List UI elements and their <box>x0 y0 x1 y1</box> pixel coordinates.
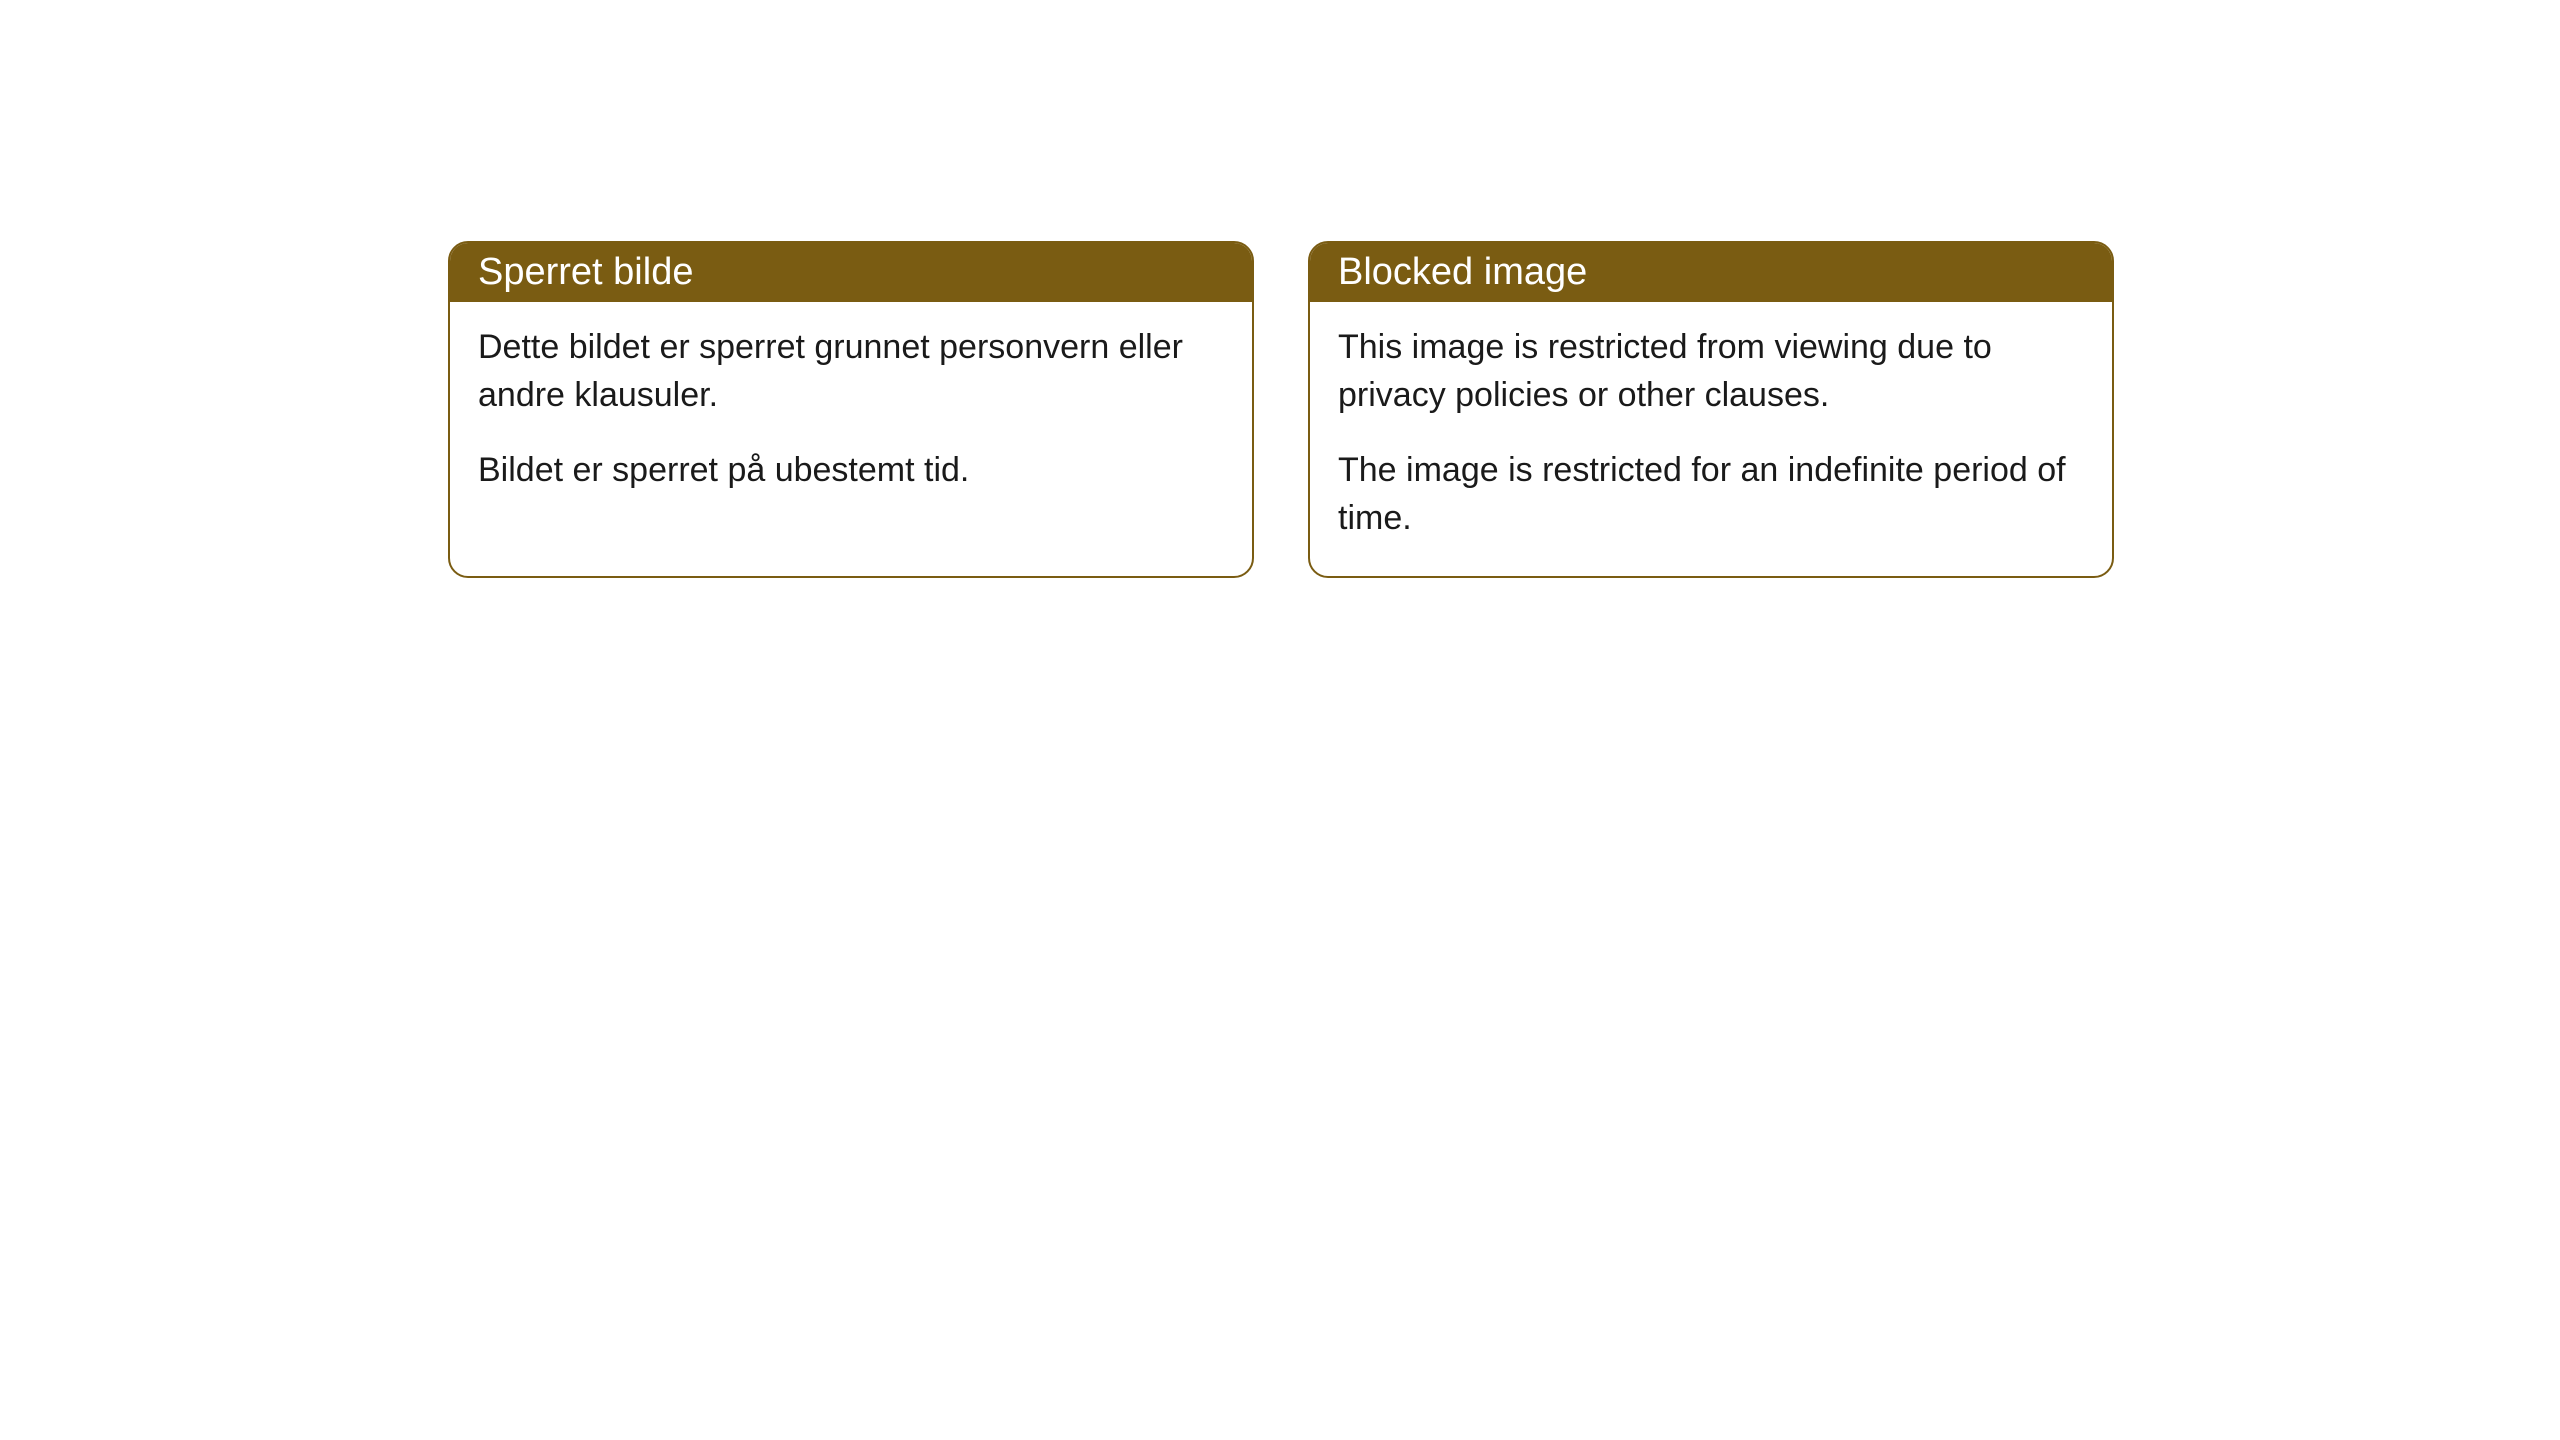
blocked-image-card-no: Sperret bilde Dette bildet er sperret gr… <box>448 241 1254 578</box>
card-header-en: Blocked image <box>1310 243 2112 302</box>
card-header-no: Sperret bilde <box>450 243 1252 302</box>
card-paragraph: This image is restricted from viewing du… <box>1338 324 2084 419</box>
card-paragraph: The image is restricted for an indefinit… <box>1338 447 2084 542</box>
card-paragraph: Dette bildet er sperret grunnet personve… <box>478 324 1224 419</box>
card-body-no: Dette bildet er sperret grunnet personve… <box>450 302 1252 529</box>
notice-cards-container: Sperret bilde Dette bildet er sperret gr… <box>448 241 2114 578</box>
card-paragraph: Bildet er sperret på ubestemt tid. <box>478 447 1224 495</box>
card-body-en: This image is restricted from viewing du… <box>1310 302 2112 576</box>
blocked-image-card-en: Blocked image This image is restricted f… <box>1308 241 2114 578</box>
